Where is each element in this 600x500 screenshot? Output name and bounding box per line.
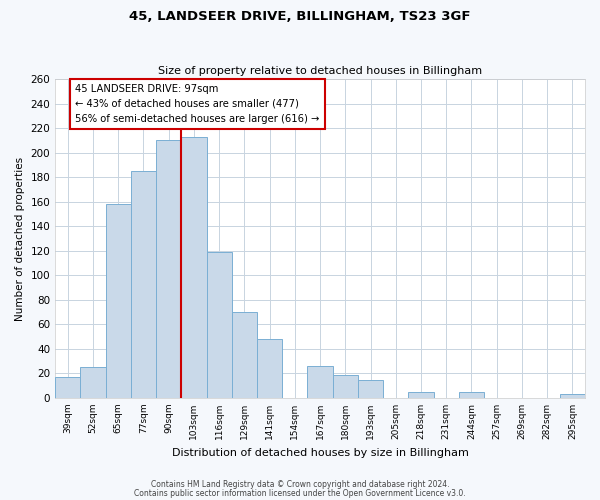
Bar — [206, 252, 232, 398]
Bar — [232, 312, 257, 398]
Bar — [55, 377, 80, 398]
Y-axis label: Number of detached properties: Number of detached properties — [15, 156, 25, 320]
Bar — [106, 204, 131, 398]
Bar — [257, 339, 282, 398]
Bar — [358, 380, 383, 398]
Bar — [131, 171, 156, 398]
Bar — [80, 368, 106, 398]
Text: Contains HM Land Registry data © Crown copyright and database right 2024.: Contains HM Land Registry data © Crown c… — [151, 480, 449, 489]
Bar — [560, 394, 585, 398]
Bar — [307, 366, 332, 398]
Bar — [156, 140, 181, 398]
Text: 45, LANDSEER DRIVE, BILLINGHAM, TS23 3GF: 45, LANDSEER DRIVE, BILLINGHAM, TS23 3GF — [129, 10, 471, 23]
Text: 45 LANDSEER DRIVE: 97sqm
← 43% of detached houses are smaller (477)
56% of semi-: 45 LANDSEER DRIVE: 97sqm ← 43% of detach… — [76, 84, 320, 124]
Title: Size of property relative to detached houses in Billingham: Size of property relative to detached ho… — [158, 66, 482, 76]
Bar — [181, 136, 206, 398]
Bar — [459, 392, 484, 398]
Bar — [332, 374, 358, 398]
Text: Contains public sector information licensed under the Open Government Licence v3: Contains public sector information licen… — [134, 488, 466, 498]
Bar — [409, 392, 434, 398]
X-axis label: Distribution of detached houses by size in Billingham: Distribution of detached houses by size … — [172, 448, 469, 458]
